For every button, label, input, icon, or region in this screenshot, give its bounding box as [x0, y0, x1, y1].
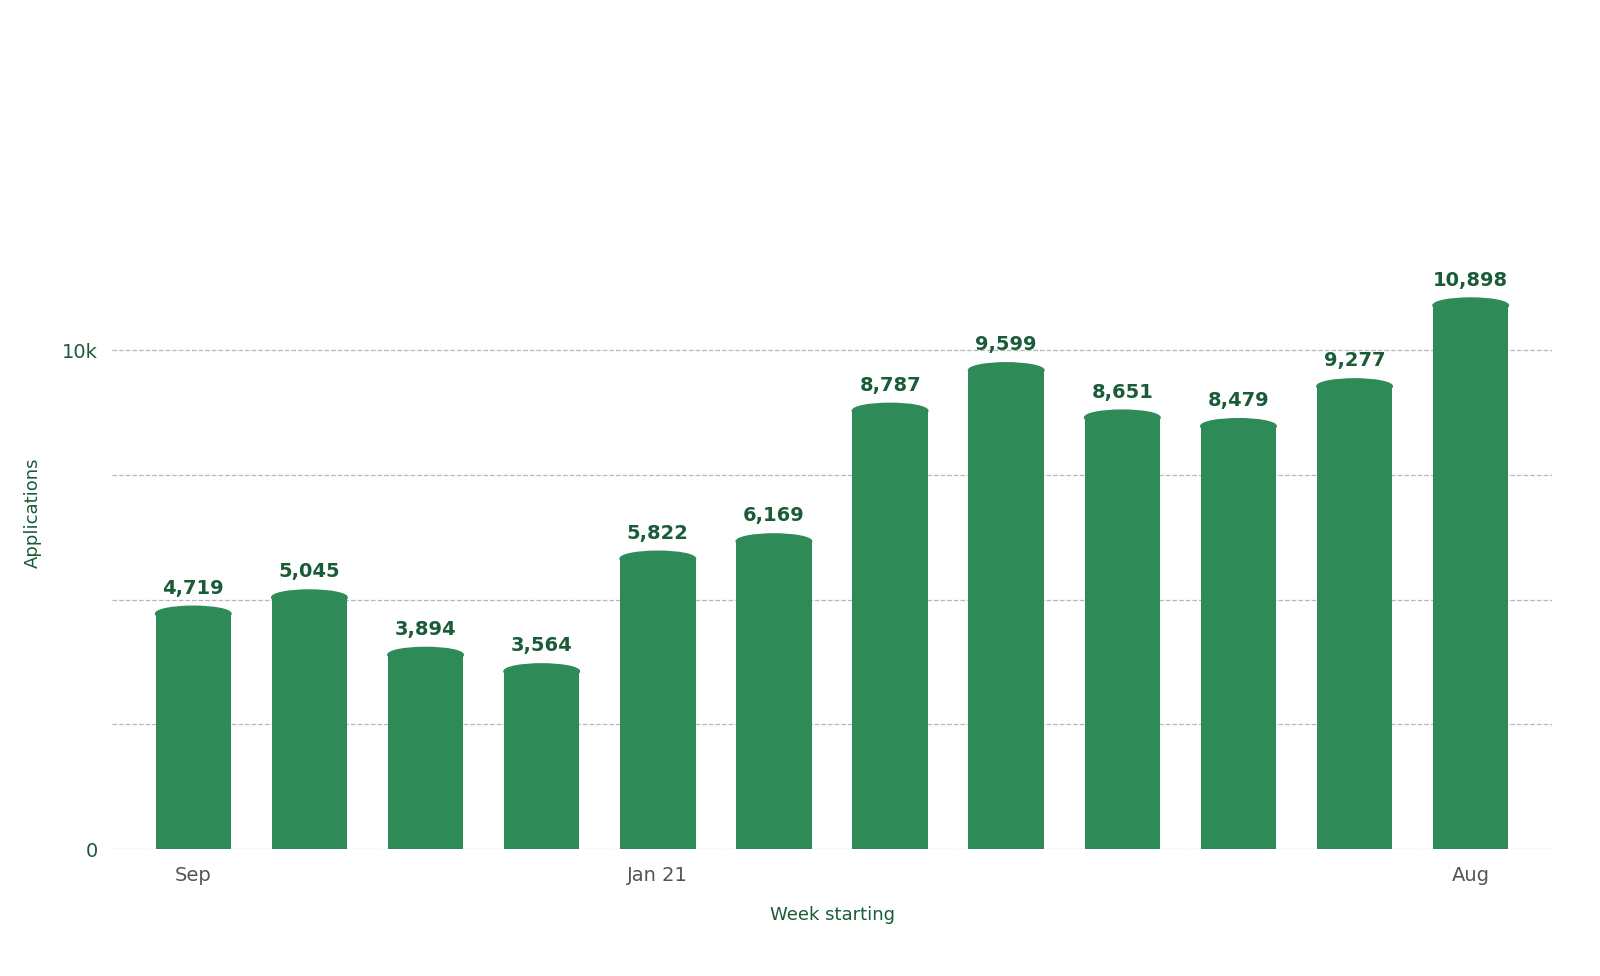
Bar	[736, 542, 811, 849]
Bar	[387, 655, 464, 849]
Text: 9,277: 9,277	[1323, 351, 1386, 370]
Text: 3,564: 3,564	[510, 636, 573, 655]
Bar	[853, 411, 928, 849]
Text: 5,822: 5,822	[627, 524, 688, 543]
Ellipse shape	[621, 551, 696, 566]
Text: 8,479: 8,479	[1208, 391, 1269, 410]
Ellipse shape	[968, 363, 1043, 378]
Text: 5,045: 5,045	[278, 562, 341, 582]
Ellipse shape	[1085, 410, 1160, 426]
Bar	[621, 558, 696, 849]
Ellipse shape	[272, 590, 347, 605]
Bar	[968, 370, 1043, 849]
Ellipse shape	[1200, 419, 1277, 433]
Text: 6,169: 6,169	[742, 507, 805, 525]
Text: 8,651: 8,651	[1091, 383, 1154, 401]
Bar	[1085, 418, 1160, 849]
Ellipse shape	[155, 606, 230, 621]
Text: 9,599: 9,599	[976, 336, 1037, 354]
Text: 3,894: 3,894	[395, 620, 456, 639]
Bar	[155, 614, 230, 849]
Ellipse shape	[1434, 298, 1509, 313]
Bar	[1317, 386, 1392, 849]
Text: 8,787: 8,787	[859, 376, 922, 395]
Ellipse shape	[853, 403, 928, 419]
Bar	[1434, 305, 1509, 849]
Ellipse shape	[504, 664, 579, 679]
Ellipse shape	[387, 647, 464, 663]
Text: 4,719: 4,719	[163, 579, 224, 597]
X-axis label: Week starting: Week starting	[770, 906, 894, 923]
Text: 10,898: 10,898	[1434, 270, 1509, 290]
Bar	[1200, 427, 1277, 849]
Ellipse shape	[736, 534, 811, 549]
Bar	[504, 671, 579, 849]
Ellipse shape	[1317, 379, 1392, 394]
Bar	[272, 597, 347, 849]
Y-axis label: Applications: Applications	[24, 457, 42, 568]
